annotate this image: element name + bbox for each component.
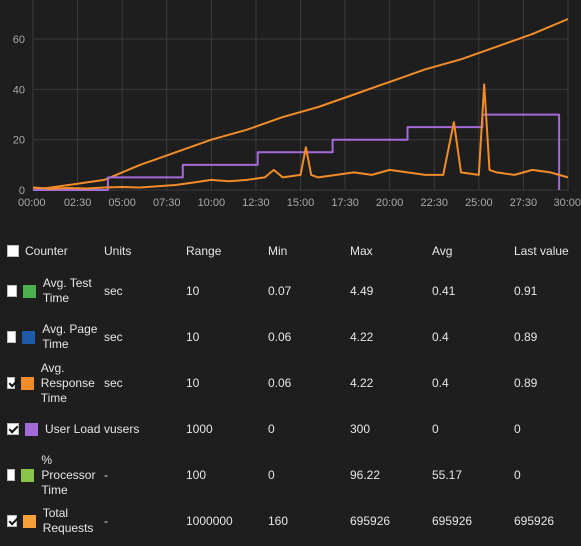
counter-visibility-checkbox[interactable] bbox=[7, 331, 17, 343]
last-value-cell: 0.91 bbox=[514, 284, 538, 298]
units-cell: sec bbox=[104, 376, 123, 390]
x-tick-label: 00:00 bbox=[18, 197, 46, 209]
avg-cell: 0.4 bbox=[432, 330, 449, 344]
counter-name: User Load bbox=[45, 421, 101, 436]
series-color-swatch bbox=[22, 284, 36, 298]
avg-cell: 0.41 bbox=[432, 284, 456, 298]
max-cell: 4.49 bbox=[350, 284, 374, 298]
table-row: Avg. Test Time sec 10 0.07 4.49 0.41 0.9… bbox=[0, 268, 581, 314]
table-header-row: Counter Units Range Min Max Avg Last val… bbox=[0, 234, 581, 268]
x-tick-label: 15:00 bbox=[287, 197, 315, 209]
counters-table: Counter Units Range Min Max Avg Last val… bbox=[0, 234, 581, 544]
min-column-header: Min bbox=[268, 244, 288, 258]
max-cell: 4.22 bbox=[350, 376, 374, 390]
counter-visibility-checkbox[interactable] bbox=[7, 423, 19, 435]
series-color-swatch bbox=[22, 330, 36, 344]
avg-column-header: Avg bbox=[432, 244, 453, 258]
units-cell: - bbox=[104, 514, 108, 528]
x-tick-label: 27:30 bbox=[510, 197, 538, 209]
min-cell: 160 bbox=[268, 514, 289, 528]
counter-name: Total Requests bbox=[42, 506, 94, 535]
counter-cell: % Processor Time bbox=[0, 452, 104, 498]
counter-cell: User Load bbox=[0, 406, 104, 452]
y-tick-label: 0 bbox=[19, 185, 25, 197]
table-row: Avg. Response Time sec 10 0.06 4.22 0.4 … bbox=[0, 360, 581, 406]
table-row: % Processor Time - 100 0 96.22 55.17 0 bbox=[0, 452, 581, 498]
counter-cell: Avg. Page Time bbox=[0, 314, 104, 360]
range-cell: 1000 bbox=[186, 422, 213, 436]
avg-cell: 55.17 bbox=[432, 468, 463, 482]
x-tick-label: 05:00 bbox=[108, 197, 136, 209]
counter-name: Avg. Response Time bbox=[40, 360, 95, 405]
y-tick-label: 60 bbox=[13, 34, 25, 46]
performance-chart: 0 20 40 60 00:00 02:30 05:00 07:30 10:00 12:30 15:… bbox=[13, 0, 581, 209]
counter-cell: Avg. Response Time bbox=[0, 360, 104, 406]
min-cell: 0.06 bbox=[268, 330, 292, 344]
chart-ticks: 0 20 40 60 00:00 02:30 05:00 07:30 10:00 12:30 15:… bbox=[13, 34, 581, 209]
last-value-cell: 0 bbox=[514, 468, 521, 482]
avg-cell: 0.4 bbox=[432, 376, 449, 390]
counter-cell: Avg. Test Time bbox=[0, 268, 104, 314]
range-cell: 100 bbox=[186, 468, 207, 482]
avg-cell: 0 bbox=[432, 422, 439, 436]
counter-column-header: Counter bbox=[0, 234, 104, 268]
counter-visibility-checkbox[interactable] bbox=[7, 515, 17, 527]
x-tick-label: 22:30 bbox=[420, 197, 448, 209]
counter-visibility-checkbox[interactable] bbox=[7, 285, 17, 297]
range-cell: 10 bbox=[186, 284, 200, 298]
max-cell: 695926 bbox=[350, 514, 391, 528]
x-tick-label: 02:30 bbox=[64, 197, 92, 209]
x-tick-label: 25:00 bbox=[465, 197, 493, 209]
units-column-header: Units bbox=[104, 244, 132, 258]
min-cell: 0.07 bbox=[268, 284, 292, 298]
chart-series bbox=[32, 18, 569, 191]
counter-name: Avg. Test Time bbox=[42, 276, 92, 305]
range-cell: 10 bbox=[186, 376, 200, 390]
last-value-cell: 0.89 bbox=[514, 376, 538, 390]
chart-grid bbox=[32, 0, 569, 191]
counter-name: % Processor Time bbox=[41, 452, 96, 497]
range-column-header: Range bbox=[186, 244, 222, 258]
y-tick-label: 40 bbox=[13, 84, 25, 96]
max-cell: 4.22 bbox=[350, 330, 374, 344]
table-row: Avg. Page Time sec 10 0.06 4.22 0.4 0.89 bbox=[0, 314, 581, 360]
series-color-swatch bbox=[22, 514, 36, 528]
min-cell: 0 bbox=[268, 422, 275, 436]
x-tick-label: 17:30 bbox=[331, 197, 359, 209]
units-cell: sec bbox=[104, 330, 123, 344]
series-line bbox=[32, 18, 569, 191]
table-row: Total Requests - 1000000 160 695926 6959… bbox=[0, 498, 581, 544]
min-cell: 0 bbox=[268, 468, 275, 482]
max-cell: 96.22 bbox=[350, 468, 381, 482]
counter-name: Avg. Page Time bbox=[42, 322, 98, 351]
last-value-cell: 695926 bbox=[514, 514, 555, 528]
last-value-cell: 0.89 bbox=[514, 330, 538, 344]
x-tick-label: 30:00 bbox=[553, 197, 581, 209]
y-tick-label: 20 bbox=[13, 135, 25, 147]
series-color-swatch bbox=[21, 468, 35, 482]
table-row: User Load vusers 1000 0 300 0 0 bbox=[0, 406, 581, 452]
x-tick-label: 12:30 bbox=[242, 197, 270, 209]
x-tick-label: 10:00 bbox=[198, 197, 226, 209]
x-tick-label: 20:00 bbox=[376, 197, 404, 209]
x-tick-label: 07:30 bbox=[153, 197, 181, 209]
avg-cell: 695926 bbox=[432, 514, 473, 528]
select-all-checkbox[interactable] bbox=[7, 245, 19, 257]
counter-visibility-checkbox[interactable] bbox=[7, 469, 16, 481]
max-column-header: Max bbox=[350, 244, 373, 258]
min-cell: 0.06 bbox=[268, 376, 292, 390]
series-line bbox=[32, 83, 569, 190]
units-cell: vusers bbox=[104, 422, 140, 436]
max-cell: 300 bbox=[350, 422, 371, 436]
series-color-swatch bbox=[25, 422, 38, 436]
counter-visibility-checkbox[interactable] bbox=[7, 377, 15, 389]
range-cell: 1000000 bbox=[186, 514, 233, 528]
last-value-column-header: Last value bbox=[514, 244, 569, 258]
series-color-swatch bbox=[20, 376, 34, 390]
units-cell: sec bbox=[104, 284, 123, 298]
last-value-cell: 0 bbox=[514, 422, 521, 436]
counter-cell: Total Requests bbox=[0, 498, 104, 544]
range-cell: 10 bbox=[186, 330, 200, 344]
units-cell: - bbox=[104, 468, 108, 482]
